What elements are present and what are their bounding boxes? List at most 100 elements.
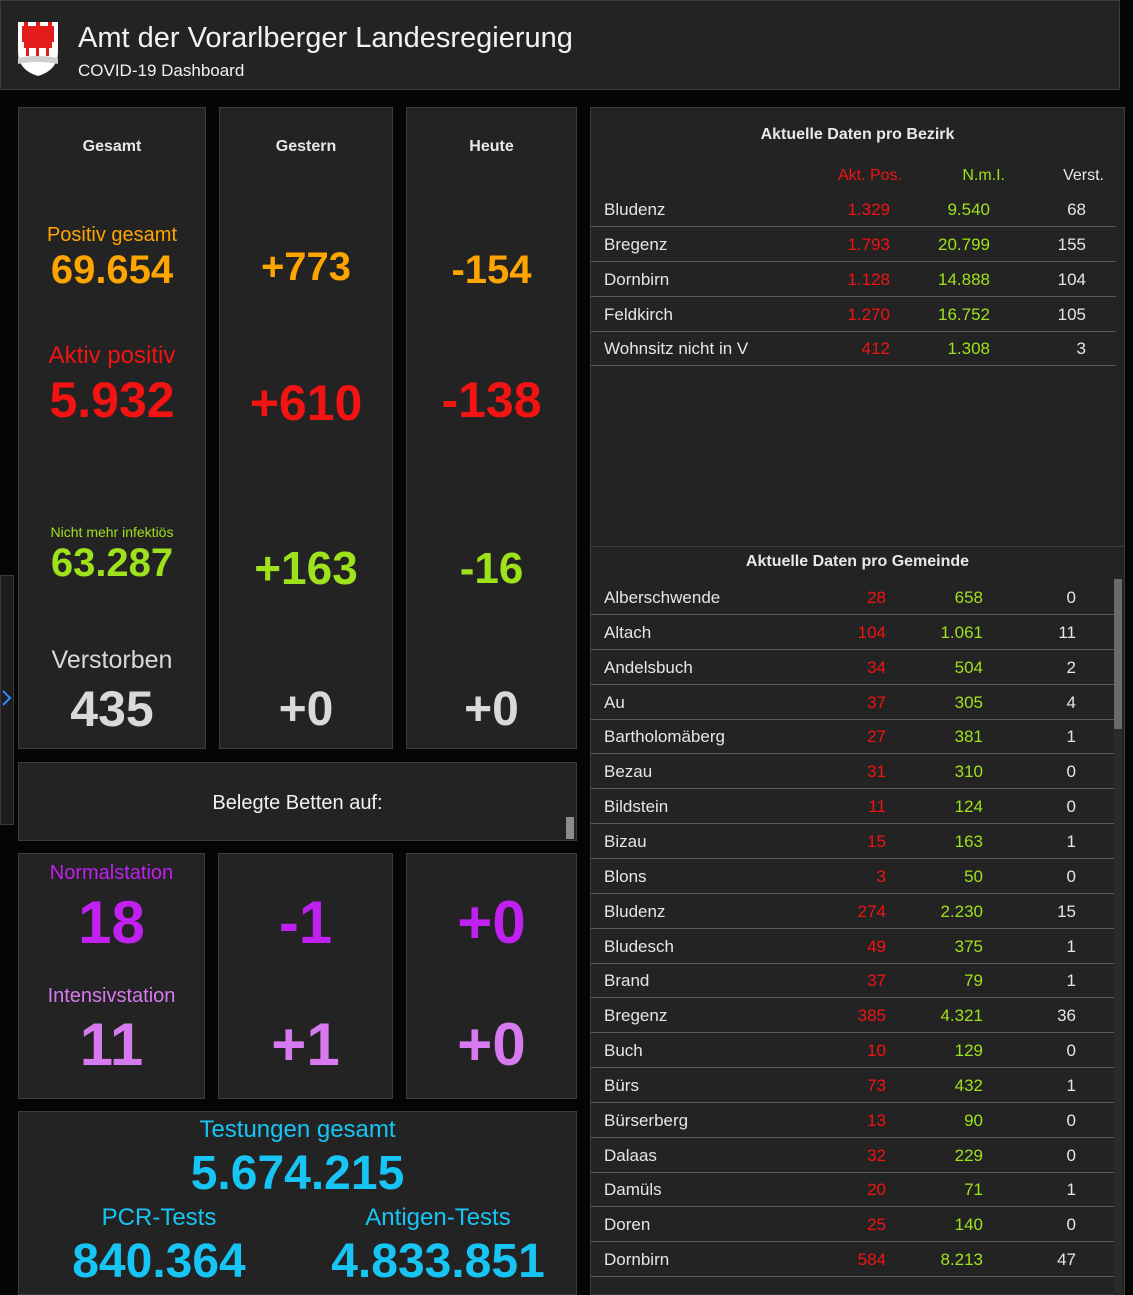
row-active-positive: 3 (876, 866, 886, 886)
districts-header-row: Akt. Pos. N.m.I. Verst. (591, 167, 1116, 193)
row-no-longer-infectious: 432 (954, 1075, 983, 1095)
municipalities-panel: Aktuelle Daten pro Gemeinde Alberschwend… (590, 547, 1125, 1295)
table-row[interactable]: Bizau 15 163 1 (591, 825, 1116, 859)
table-row[interactable]: Damüls 20 71 1 (591, 1173, 1116, 1208)
table-row[interactable]: Bludenz 1.329 9.540 68 (591, 193, 1116, 227)
deaths-yesterday: +0 (278, 683, 334, 736)
row-active-positive: 32 (867, 1145, 886, 1165)
row-no-longer-infectious: 16.752 (938, 304, 990, 324)
scrollbar-thumb[interactable] (1114, 579, 1122, 729)
table-row[interactable]: Au 37 305 4 (591, 686, 1116, 720)
beds-today-panel: +0 +0 (406, 853, 577, 1099)
row-deceased: 11 (1058, 622, 1076, 642)
app-title: Amt der Vorarlberger Landesregierung (78, 22, 573, 54)
table-row[interactable]: Bartholomäberg 27 381 1 (591, 720, 1116, 755)
row-active-positive: 385 (857, 1006, 886, 1026)
table-row[interactable]: Doren 25 140 0 (591, 1208, 1116, 1243)
today-heading: Heute (469, 138, 514, 155)
row-name: Bizau (604, 831, 647, 851)
tests-total-label: Testungen gesamt (199, 1116, 396, 1143)
table-row[interactable]: Bludesch 49 375 1 (591, 930, 1116, 964)
table-row[interactable]: Andelsbuch 34 504 2 (591, 651, 1116, 685)
scrollbar-track[interactable] (1114, 579, 1122, 1295)
row-no-longer-infectious: 229 (954, 1145, 983, 1165)
scrollbar-thumb[interactable] (566, 817, 574, 839)
positive-today: -154 (451, 248, 532, 292)
row-deceased: 0 (1066, 1110, 1076, 1130)
positive-yesterday: +773 (260, 245, 352, 289)
table-row[interactable]: Wohnsitz nicht in V 412 1.308 3 (591, 332, 1116, 367)
row-no-longer-infectious: 4.321 (940, 1006, 983, 1026)
row-active-positive: 25 (867, 1215, 886, 1235)
row-name: Feldkirch (604, 304, 673, 324)
today-panel: Heute -154 -138 -16 +0 (406, 107, 577, 749)
table-row[interactable]: Dornbirn 1.128 14.888 104 (591, 263, 1116, 297)
row-name: Dornbirn (604, 1250, 670, 1270)
row-deceased: 15 (1057, 901, 1076, 921)
row-deceased: 68 (1067, 200, 1086, 219)
row-active-positive: 412 (861, 339, 890, 359)
table-row[interactable]: Feldkirch 1.270 16.752 105 (591, 298, 1116, 332)
row-deceased: 1 (1066, 727, 1076, 747)
row-name: Doren (604, 1215, 651, 1235)
side-panel-toggle[interactable] (0, 575, 14, 825)
row-active-positive: 10 (867, 1041, 886, 1061)
table-row[interactable]: Bludenz 274 2.230 15 (591, 895, 1116, 929)
intensive-ward-total: 11 (79, 1011, 144, 1078)
table-row[interactable]: Bürserberg 13 90 0 (591, 1104, 1116, 1138)
row-name: Bürserberg (604, 1110, 689, 1130)
row-name: Bürs (604, 1075, 639, 1095)
table-row[interactable]: Buch 10 129 0 (591, 1034, 1116, 1069)
row-active-positive: 49 (867, 936, 886, 956)
row-active-positive: 73 (867, 1075, 886, 1095)
row-no-longer-infectious: 90 (964, 1110, 983, 1130)
row-name: Bludenz (604, 200, 666, 219)
row-no-longer-infectious: 305 (954, 692, 983, 712)
row-no-longer-infectious: 163 (954, 831, 983, 851)
beds-title: Belegte Betten auf: (212, 792, 383, 814)
row-active-positive: 15 (867, 831, 886, 851)
row-name: Buch (604, 1041, 643, 1061)
row-deceased: 47 (1057, 1250, 1076, 1270)
row-no-longer-infectious: 2.230 (940, 901, 983, 921)
table-row[interactable]: Blons 3 50 0 (591, 860, 1116, 894)
table-row[interactable]: Dalaas 32 229 0 (591, 1139, 1116, 1173)
row-name: Bludenz (604, 901, 666, 921)
row-deceased: 1 (1066, 936, 1076, 956)
row-deceased: 0 (1066, 1215, 1076, 1235)
row-active-positive: 274 (857, 901, 886, 921)
row-deceased: 4 (1066, 692, 1076, 712)
districts-panel: Aktuelle Daten pro Bezirk Akt. Pos. N.m.… (590, 107, 1125, 547)
municipalities-table: Alberschwende 28 658 0 Altach 104 1.061 11 Andel… (591, 581, 1116, 1295)
row-name: Altach (604, 622, 652, 642)
row-active-positive: 1.329 (847, 200, 890, 219)
table-row[interactable]: Dornbirn 584 8.213 47 (591, 1243, 1116, 1278)
row-deceased: 0 (1066, 1041, 1076, 1061)
row-name: Dornbirn (604, 269, 670, 289)
table-row[interactable]: Bregenz 1.793 20.799 155 (591, 228, 1116, 262)
header-akt-pos: Akt. Pos. (837, 167, 902, 184)
positive-label: Positiv gesamt (46, 224, 178, 246)
normal-ward-total: 18 (78, 889, 145, 956)
row-name: Bludesch (604, 936, 674, 956)
table-row[interactable]: Bildstein 11 124 0 (591, 790, 1116, 825)
row-active-positive: 13 (867, 1110, 886, 1130)
coat-of-arms-icon (18, 22, 58, 76)
table-row[interactable]: Bregenz 385 4.321 36 (591, 999, 1116, 1034)
tests-panel: Testungen gesamt 5.674.215 PCR-Tests 840… (18, 1111, 577, 1295)
row-name: Bezau (604, 762, 653, 782)
row-no-longer-infectious: 140 (954, 1215, 983, 1235)
row-name: Wohnsitz nicht in V (604, 339, 749, 359)
table-row[interactable]: Alberschwende 28 658 0 (591, 581, 1116, 615)
row-no-longer-infectious: 79 (964, 971, 983, 991)
app-header: Amt der Vorarlberger Landesregierung COV… (0, 0, 1120, 90)
table-row[interactable]: Bezau 31 310 0 (591, 755, 1116, 790)
row-no-longer-infectious: 1.308 (947, 339, 990, 359)
table-row[interactable]: Bürs 73 432 1 (591, 1069, 1116, 1103)
active-total: 5.932 (49, 372, 175, 428)
table-row[interactable]: Altach 104 1.061 11 (591, 616, 1116, 650)
deaths-today: +0 (464, 683, 519, 736)
row-deceased: 104 (1057, 269, 1086, 289)
table-row[interactable]: Brand 37 79 1 (591, 964, 1116, 999)
row-no-longer-infectious: 658 (954, 588, 983, 607)
